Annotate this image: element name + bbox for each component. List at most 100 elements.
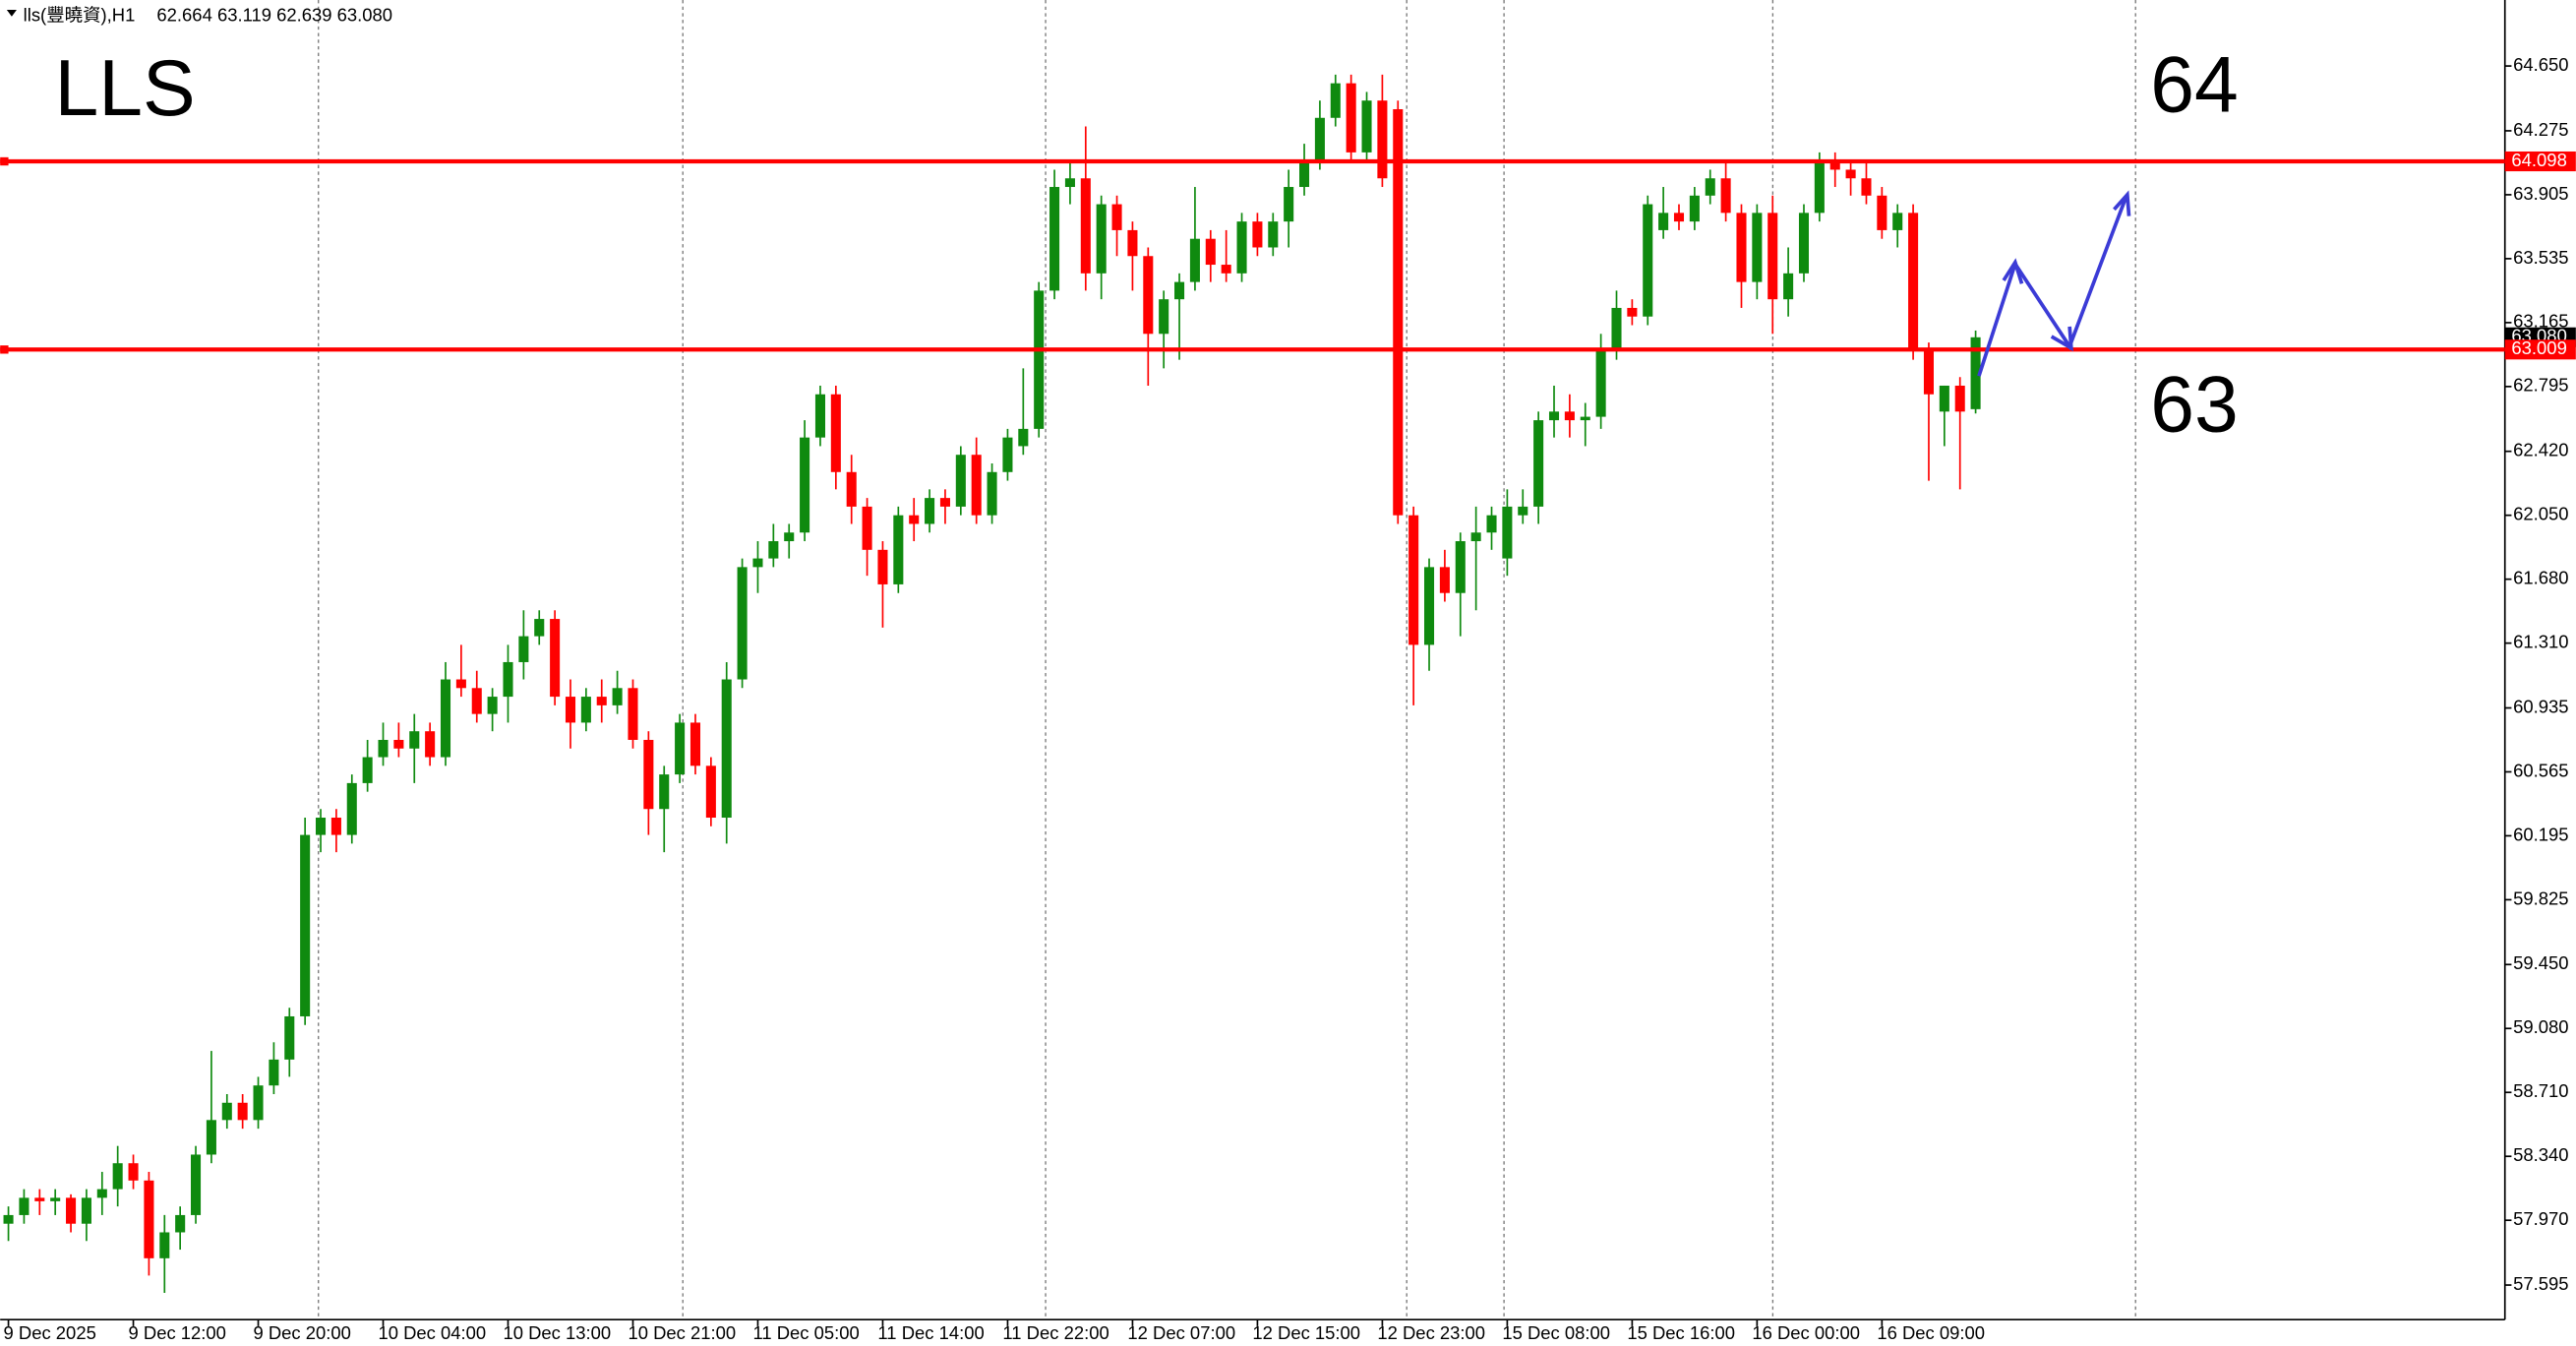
x-tick-label: 12 Dec 23:00 [1377, 1322, 1485, 1343]
candle-body [737, 567, 748, 680]
candle-body [1284, 187, 1294, 222]
candle-body [1018, 428, 1029, 447]
candle-body [362, 757, 373, 783]
candle-body [752, 558, 763, 568]
y-tick-label: 63.535 [2513, 247, 2568, 268]
candle-body [814, 394, 825, 438]
level-tag-label: 63.009 [2511, 337, 2566, 358]
candle-body [1393, 108, 1404, 516]
chart-header: lls(豐曉資),H1 [24, 5, 136, 26]
y-tick-label: 64.275 [2513, 119, 2568, 140]
ohlc-readout: 62.664 63.119 62.639 63.080 [156, 5, 392, 26]
candle-body [705, 765, 716, 819]
candle-body [518, 636, 529, 662]
level-tag [2504, 339, 2576, 360]
candle-body [628, 688, 638, 740]
candle-body [66, 1197, 77, 1224]
candle-body [1174, 281, 1185, 300]
candle-body [159, 1232, 170, 1258]
candle-body [1439, 567, 1450, 593]
candle-body [1236, 221, 1247, 274]
y-tick-label: 60.195 [2513, 824, 2568, 844]
level-tag [2504, 151, 2576, 172]
candle-body [315, 818, 327, 835]
y-tick-label: 63.905 [2513, 183, 2568, 204]
x-tick-label: 16 Dec 00:00 [1752, 1322, 1860, 1343]
x-tick-label: 10 Dec 04:00 [378, 1322, 486, 1343]
y-tick-label: 61.310 [2513, 632, 2568, 652]
candle-body [580, 697, 591, 723]
level-anchor [0, 345, 9, 354]
y-tick-label: 60.565 [2513, 760, 2568, 780]
candle-body [1143, 256, 1154, 335]
x-tick-label: 15 Dec 16:00 [1627, 1322, 1735, 1343]
candle-body [144, 1180, 154, 1258]
candle-body [378, 739, 389, 758]
candle-body [284, 1015, 295, 1060]
candle-body [1643, 204, 1653, 317]
candle-body [300, 834, 311, 1016]
candle-body [253, 1085, 264, 1121]
candle-body [1408, 515, 1419, 645]
y-tick-label: 58.340 [2513, 1144, 2568, 1165]
menu-triangle [6, 10, 17, 17]
candle-body [96, 1189, 107, 1198]
candle-body [1939, 385, 1949, 412]
candle-body [440, 679, 451, 758]
candle-body [455, 679, 466, 689]
candle-body [1127, 229, 1138, 257]
candle-body [1705, 178, 1715, 196]
candle-body [955, 455, 966, 507]
y-tick-label: 59.080 [2513, 1016, 2568, 1037]
plot-area [3, 74, 1981, 1293]
y-tick-label: 57.595 [2513, 1273, 2568, 1294]
candle-body [1034, 290, 1045, 429]
y-tick-label: 58.710 [2513, 1080, 2568, 1101]
candle-body [221, 1102, 232, 1121]
candle-body [1877, 195, 1887, 230]
candle-body [269, 1059, 279, 1086]
candle-body [971, 455, 982, 516]
candle-body [1064, 178, 1075, 188]
candle-body [1658, 213, 1669, 230]
arrow-head [2113, 190, 2131, 216]
candle-body [893, 515, 904, 584]
y-tick-label: 64.650 [2513, 54, 2568, 75]
x-tick-label: 12 Dec 07:00 [1127, 1322, 1235, 1343]
y-tick-label: 60.935 [2513, 696, 2568, 716]
candle-body [534, 619, 545, 637]
candle-body [1954, 385, 1965, 412]
level-annotation: 63 [2150, 361, 2239, 450]
forecast-path [1977, 197, 2127, 377]
candle-body [612, 688, 623, 705]
candle-body [1580, 416, 1590, 421]
x-tick-label: 9 Dec 12:00 [129, 1322, 226, 1343]
candle-body [1096, 204, 1107, 274]
candle-body [471, 688, 482, 714]
candle-body [1533, 420, 1544, 507]
candle-body [487, 697, 498, 714]
candle-body [1783, 273, 1794, 300]
candle-body [1221, 265, 1231, 274]
candle-body [800, 437, 810, 533]
x-tick-label: 11 Dec 05:00 [752, 1322, 859, 1343]
candle-body [1892, 213, 1903, 230]
candle-body [1627, 307, 1638, 317]
candle-body [1361, 100, 1372, 153]
candle-body [596, 697, 607, 705]
y-tick-label: 59.450 [2513, 952, 2568, 973]
candle-body [1455, 541, 1466, 593]
candle-body [675, 722, 686, 775]
candle-body [1189, 238, 1200, 282]
candle-body [34, 1197, 45, 1201]
candle-body [1752, 213, 1763, 282]
candle-body [939, 498, 950, 507]
candle-body [1205, 238, 1216, 266]
candle-body [659, 774, 670, 810]
candle-body [1330, 83, 1341, 118]
candle-body [1923, 350, 1934, 395]
candle-body [1814, 160, 1825, 214]
candle-body [1564, 411, 1575, 421]
y-tick-label: 59.825 [2513, 887, 2568, 908]
x-tick-label: 9 Dec 2025 [4, 1322, 96, 1343]
